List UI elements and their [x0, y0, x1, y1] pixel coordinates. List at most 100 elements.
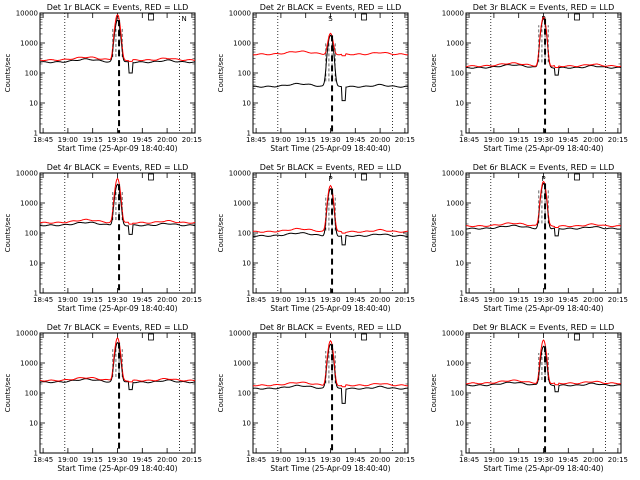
x-tick-label: 19:00: [58, 136, 78, 144]
y-tick-label: 1000: [446, 360, 464, 368]
y-tick-label: 10: [242, 100, 251, 108]
x-tick-label: 20:00: [157, 296, 177, 304]
x-tick-label: 19:45: [345, 456, 365, 464]
top-marker-box: [148, 333, 154, 341]
x-tick-label: 19:00: [58, 296, 78, 304]
x-tick-label: 20:15: [608, 136, 628, 144]
x-tick-label: 20:15: [182, 456, 202, 464]
x-tick-label: 19:00: [271, 296, 291, 304]
x-axis-label: Start Time (25-Apr-09 18:40:40): [483, 464, 603, 473]
y-axis-label: Counts/sec: [430, 374, 438, 413]
x-tick-label: 19:15: [296, 136, 316, 144]
y-axis-label: Counts/sec: [217, 374, 225, 413]
y-axis-label: Counts/sec: [217, 214, 225, 253]
y-tick-label: 10000: [16, 330, 38, 338]
panel-title: Det 6r BLACK = Events, RED = LLD: [473, 163, 615, 172]
plot-frame: [465, 172, 622, 294]
y-tick-label: 100: [238, 70, 251, 78]
series-red-lld: [39, 177, 196, 225]
y-tick-label: 1: [247, 450, 251, 458]
flare-marker: S: [328, 15, 333, 23]
y-axis-label: Counts/sec: [430, 214, 438, 253]
x-tick-label: 19:30: [107, 296, 127, 304]
x-tick-label: 19:30: [533, 136, 553, 144]
y-tick-label: 100: [25, 390, 38, 398]
series-red-lld: [465, 339, 622, 386]
night-marker: N: [182, 15, 187, 23]
y-tick-label: 10: [29, 420, 38, 428]
x-axis-label: Start Time (25-Apr-09 18:40:40): [483, 144, 603, 153]
x-tick-label: 19:30: [107, 456, 127, 464]
x-tick-label: 20:00: [583, 296, 603, 304]
detector-panel-8: Det 8r BLACK = Events, RED = LLD Counts/s…: [217, 323, 415, 473]
detector-panel-3: Det 3r BLACK = Events, RED = LLD Counts/s…: [430, 3, 628, 153]
top-marker-box: [148, 173, 154, 181]
y-tick-label: 10000: [442, 170, 464, 178]
y-tick-label: 10000: [16, 170, 38, 178]
series-black-events: [39, 19, 196, 74]
y-axis-label: Counts/sec: [4, 214, 12, 253]
y-axis-label: Counts/sec: [4, 54, 12, 93]
series-red-lld: [466, 180, 622, 228]
x-tick-label: 19:45: [132, 136, 152, 144]
detector-panel-1: Det 1r BLACK = Events, RED = LLD Counts/s…: [4, 3, 202, 153]
plot-frame: [252, 12, 409, 134]
x-tick-label: 19:00: [484, 296, 504, 304]
x-tick-label: 20:00: [370, 456, 390, 464]
y-tick-label: 1: [460, 450, 464, 458]
x-tick-label: 20:00: [370, 136, 390, 144]
series-black-events: [39, 341, 196, 391]
flare-marker: P: [328, 175, 332, 183]
x-tick-label: 19:00: [271, 136, 291, 144]
y-tick-label: 1: [34, 450, 38, 458]
detector-panel-4: Det 4r BLACK = Events, RED = LLD Counts/s…: [4, 163, 202, 313]
y-tick-label: 100: [451, 390, 464, 398]
series-red-lld: [252, 184, 409, 234]
panel-title: Det 4r BLACK = Events, RED = LLD: [47, 163, 189, 172]
series-red-lld: [465, 16, 622, 68]
y-tick-label: 1000: [233, 200, 251, 208]
y-tick-label: 1000: [446, 40, 464, 48]
x-tick-label: 19:45: [132, 456, 152, 464]
x-tick-label: 19:45: [558, 296, 578, 304]
panel-title: Det 8r BLACK = Events, RED = LLD: [260, 323, 402, 332]
x-tick-label: 19:45: [558, 136, 578, 144]
y-tick-label: 1: [34, 290, 38, 298]
x-tick-label: 19:00: [484, 136, 504, 144]
x-tick-label: 19:30: [107, 136, 127, 144]
y-tick-label: 1000: [233, 360, 251, 368]
y-tick-label: 1000: [233, 40, 251, 48]
plot-frame: [252, 172, 409, 294]
y-axis-label: Counts/sec: [4, 374, 12, 413]
series-black-events: [39, 183, 196, 235]
flare-marker: F: [115, 15, 119, 23]
x-tick-label: 20:15: [608, 296, 628, 304]
x-tick-label: 19:15: [296, 296, 316, 304]
x-tick-label: 19:30: [533, 456, 553, 464]
top-marker-box: [574, 173, 580, 181]
x-tick-label: 20:00: [157, 456, 177, 464]
x-tick-label: 20:00: [157, 136, 177, 144]
x-axis-label: Start Time (25-Apr-09 18:40:40): [270, 464, 390, 473]
y-tick-label: 1000: [20, 40, 38, 48]
panel-title: Det 1r BLACK = Events, RED = LLD: [47, 3, 189, 12]
series-red-lld: [252, 32, 408, 57]
y-tick-label: 1000: [446, 200, 464, 208]
x-axis-label: Start Time (25-Apr-09 18:40:40): [483, 304, 603, 313]
top-marker-box: [361, 333, 367, 341]
series-black-events: [465, 17, 622, 76]
x-tick-label: 19:30: [533, 296, 553, 304]
top-marker-box: [574, 333, 580, 341]
x-tick-label: 19:45: [345, 136, 365, 144]
x-tick-label: 19:45: [558, 456, 578, 464]
x-tick-label: 20:00: [583, 456, 603, 464]
y-tick-label: 1: [247, 130, 251, 138]
series-black-events: [465, 345, 622, 393]
x-tick-label: 19:15: [296, 456, 316, 464]
x-tick-label: 20:15: [182, 136, 202, 144]
y-tick-label: 100: [25, 230, 38, 238]
x-tick-label: 19:15: [83, 136, 103, 144]
series-red-lld: [39, 337, 196, 383]
x-tick-label: 19:45: [132, 296, 152, 304]
